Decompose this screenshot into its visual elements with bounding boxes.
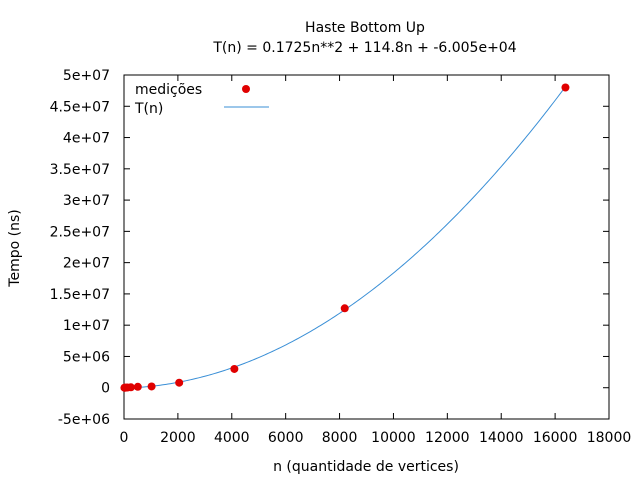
chart-subtitle: T(n) = 0.1725n**2 + 114.8n + -6.005e+04 <box>212 40 516 56</box>
y-tick-label: 2.5e+07 <box>50 224 110 240</box>
legend: medições T(n) <box>134 82 269 117</box>
y-tick-label: -5e+06 <box>58 412 110 428</box>
legend-label-medicoes: medições <box>135 82 202 98</box>
x-tick-label: 12000 <box>425 430 470 446</box>
chart-title: Haste Bottom Up <box>305 20 425 36</box>
x-tick-label: 10000 <box>371 430 416 446</box>
x-tick-label: 18000 <box>587 430 632 446</box>
y-tick-label: 4e+07 <box>63 131 110 147</box>
data-point <box>230 364 239 373</box>
measurement-points <box>120 83 570 392</box>
fit-curve-line <box>123 86 566 389</box>
x-axis: 0 2000 4000 6000 8000 10000 12000 14000 16000 180… <box>120 75 632 446</box>
y-tick-label: 0 <box>101 381 110 397</box>
y-axis: -5e+06 0 5e+06 1e+07 1.5e+07 2e+07 2.5e+07 3e+0… <box>50 68 609 428</box>
plot-frame <box>123 74 610 420</box>
x-tick-label: 6000 <box>268 430 304 446</box>
data-point <box>561 83 570 92</box>
data-point <box>133 382 142 391</box>
x-tick-label: 16000 <box>533 430 578 446</box>
data-point <box>175 378 184 387</box>
y-tick-label: 2e+07 <box>63 256 110 272</box>
x-tick-label: 4000 <box>214 430 250 446</box>
y-tick-label: 1.5e+07 <box>50 287 110 303</box>
data-point <box>340 304 349 313</box>
y-tick-label: 5e+07 <box>63 68 110 84</box>
y-tick-label: 5e+06 <box>63 349 110 365</box>
y-tick-label: 4.5e+07 <box>50 99 110 115</box>
x-tick-label: 2000 <box>160 430 196 446</box>
legend-marker-medicoes <box>242 85 250 93</box>
legend-label-fit: T(n) <box>134 101 163 117</box>
x-axis-label: n (quantidade de vertices) <box>273 459 459 475</box>
y-axis-label: Tempo (ns) <box>7 209 23 287</box>
y-tick-label: 3e+07 <box>63 193 110 209</box>
data-point <box>147 382 156 391</box>
y-tick-label: 3.5e+07 <box>50 162 110 178</box>
x-tick-label: 0 <box>120 430 129 446</box>
y-tick-label: 1e+07 <box>63 318 110 334</box>
data-point <box>126 383 135 392</box>
x-tick-label: 14000 <box>479 430 524 446</box>
x-tick-label: 8000 <box>322 430 358 446</box>
